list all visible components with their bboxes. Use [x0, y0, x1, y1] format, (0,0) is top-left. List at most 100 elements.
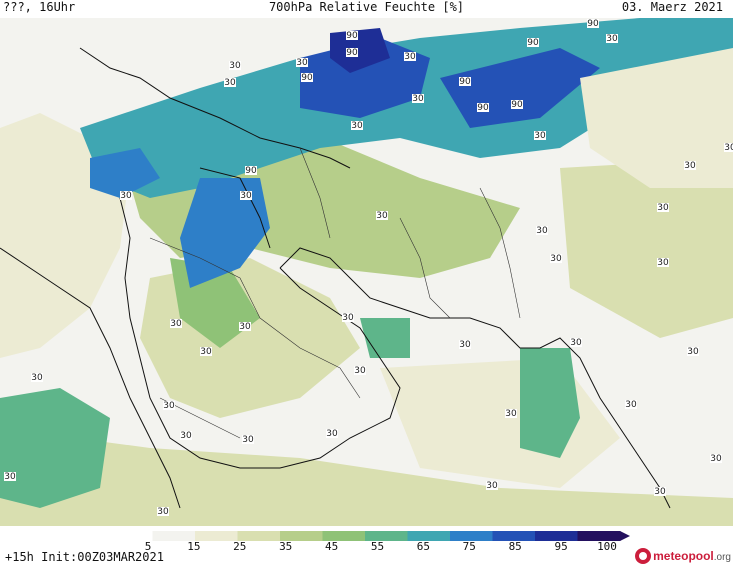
- contour-label: 30: [351, 121, 363, 131]
- brand-tld: .org: [713, 552, 731, 563]
- contour-label: 30: [376, 211, 388, 221]
- contour-label: 30: [404, 52, 416, 62]
- contour-label-bg: [684, 161, 696, 170]
- contour-label-bg: [625, 400, 637, 409]
- brand-text: meteopool.org: [653, 549, 731, 563]
- contour-label: 30: [654, 487, 666, 497]
- contour-label: 30: [412, 94, 424, 104]
- contour-label-bg: [459, 340, 471, 349]
- contour-label-bg: [724, 143, 733, 152]
- contour-label: 30: [505, 409, 517, 419]
- colorbar-tick-label: 45: [324, 540, 339, 553]
- contour-label-bg: [459, 77, 471, 86]
- contour-label: 30: [157, 507, 169, 517]
- contour-label-bg: [511, 100, 523, 109]
- colorbar-tick-label: 35: [279, 540, 293, 553]
- colorbar-segment: [152, 531, 196, 541]
- contour-label: 30: [200, 347, 212, 357]
- valid-time-label: ???, 16Uhr: [3, 0, 76, 14]
- contour-label: 30: [684, 161, 696, 171]
- contour-label: 30: [342, 313, 354, 323]
- contour-label-bg: [527, 38, 539, 47]
- contour-label-bg: [346, 31, 358, 40]
- contour-label: 30: [4, 472, 16, 482]
- contour-label-bg: [505, 409, 517, 418]
- contour-label-bg: [240, 191, 252, 200]
- date-label: 03. Maerz 2021: [621, 0, 723, 14]
- contour-label: 90: [587, 19, 599, 29]
- contour-label: 90: [346, 48, 358, 58]
- contour-label-bg: [342, 313, 354, 322]
- colorbar-segment: [195, 531, 238, 541]
- colorbar-segment: [492, 531, 536, 541]
- contour-label: 30: [625, 400, 637, 410]
- contour-label-bg: [242, 435, 254, 444]
- contour-label: 30: [120, 191, 132, 201]
- contour-label: 30: [354, 366, 366, 376]
- colorbar-segment: [535, 531, 578, 541]
- contour-label: 30: [242, 435, 254, 445]
- humidity-map: 90 90 30 90 90 30 90 30 90 90 90 30 30 90 30 30 30 30 30 30…: [0, 18, 733, 526]
- contour-label: 30: [239, 322, 251, 332]
- contour-label: 30: [687, 347, 699, 357]
- contour-label-bg: [351, 121, 363, 130]
- colorbar-tick-label: 5: [144, 540, 152, 553]
- contour-label-bg: [710, 454, 722, 463]
- contour-label: 30: [550, 254, 562, 264]
- contour-label: 90: [477, 103, 489, 113]
- contour-label: 90: [459, 77, 471, 87]
- contour-label: 30: [486, 481, 498, 491]
- colorbar-tick-label: 95: [554, 540, 568, 553]
- contour-label-bg: [477, 103, 489, 112]
- contour-label-bg: [550, 254, 562, 263]
- contour-label: 30: [296, 58, 308, 68]
- contour-label-bg: [657, 203, 669, 212]
- contour-label: 30: [326, 429, 338, 439]
- contour-label: 30: [229, 61, 241, 71]
- contour-label-bg: [170, 319, 182, 328]
- brand-name: meteopool: [653, 549, 714, 563]
- colorbar: [110, 531, 630, 541]
- contour-label: 30: [570, 338, 582, 348]
- contour-label: 30: [606, 34, 618, 44]
- colorbar-segment: [237, 531, 281, 541]
- contour-label-bg: [412, 94, 424, 103]
- contour-label-bg: [486, 481, 498, 490]
- contour-label-bg: [224, 78, 236, 87]
- header: ???, 16Uhr 700hPa Relative Feuchte [%] 0…: [0, 0, 733, 18]
- contour-label-bg: [606, 34, 618, 43]
- contour-label: 30: [163, 401, 175, 411]
- colorbar-extension: [620, 531, 630, 541]
- contour-label-bg: [180, 431, 192, 440]
- contour-label: 90: [301, 73, 313, 83]
- contour-label: 90: [245, 166, 257, 176]
- contour-label-bg: [301, 73, 313, 82]
- contour-label: 30: [710, 454, 722, 464]
- contour-label: 30: [536, 226, 548, 236]
- colorbar-segment: [407, 531, 451, 541]
- contour-label-bg: [229, 61, 241, 70]
- contour-label-bg: [687, 347, 699, 356]
- contour-label-bg: [157, 507, 169, 516]
- colorbar-segment: [577, 531, 621, 541]
- contour-label: 90: [511, 100, 523, 110]
- contour-labels: 90 90 30 90 90 30 90 30 90 90 90 30 30 90 30 30 30 30 30 30…: [4, 19, 733, 517]
- humidity-field-dry-north: [0, 18, 733, 188]
- contour-label-bg: [536, 226, 548, 235]
- contour-label: 30: [657, 203, 669, 213]
- contour-label-bg: [200, 347, 212, 356]
- contour-label-bg: [657, 258, 669, 267]
- contour-label: 90: [527, 38, 539, 48]
- contour-label-bg: [4, 472, 16, 481]
- colorbar-tick-label: 15: [187, 540, 201, 553]
- contour-label-bg: [120, 191, 132, 200]
- contour-label-bg: [239, 322, 251, 331]
- colorbar-tick-label: 85: [508, 540, 522, 553]
- colorbar-tick-label: 25: [233, 540, 247, 553]
- colorbar-segment: [110, 531, 153, 541]
- colorbar-segment: [450, 531, 493, 541]
- contour-label-bg: [31, 373, 43, 382]
- contour-label-bg: [376, 211, 388, 220]
- chart-title: 700hPa Relative Feuchte [%]: [268, 0, 465, 14]
- contour-label-bg: [245, 166, 257, 175]
